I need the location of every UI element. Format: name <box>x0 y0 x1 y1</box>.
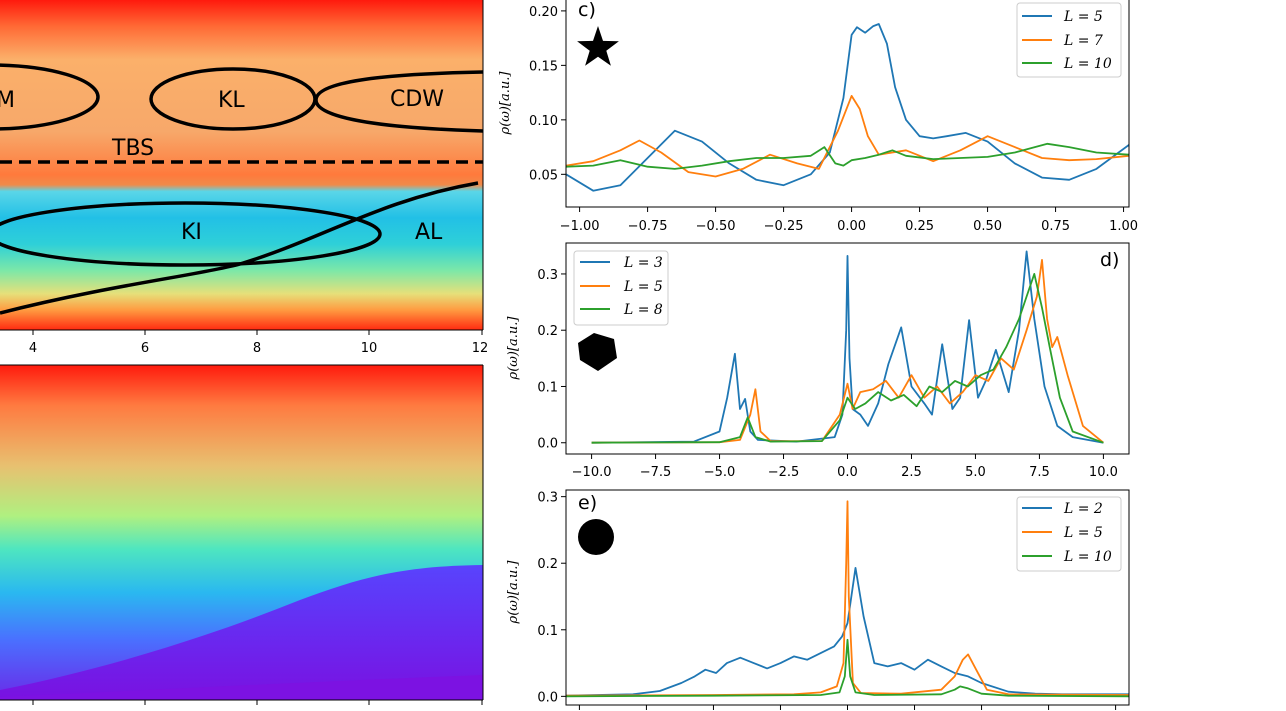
region-label: AL <box>415 220 443 245</box>
y-tick-label: 0.20 <box>529 5 558 20</box>
series-line <box>566 500 1129 697</box>
pentagon-marker-icon <box>578 333 617 371</box>
legend-box <box>1016 496 1122 572</box>
y-axis-label: ρ(ω)[a.u.] <box>506 316 521 381</box>
legend-entry: L = 5 <box>623 279 663 295</box>
series-line <box>566 95 1129 178</box>
axes-frame <box>565 0 1130 208</box>
y-axis-label: ρ(ω)[a.u.] <box>498 71 513 136</box>
y-tick-label: 0.3 <box>537 268 558 283</box>
region-label: TBS <box>111 136 154 161</box>
legend-entry: L = 10 <box>1063 56 1112 72</box>
x-tick-label: 0.75 <box>1041 219 1070 234</box>
legend-entry: L = 8 <box>623 302 663 318</box>
series-line <box>591 272 1104 444</box>
purple-region <box>0 565 483 700</box>
x-tick-label: 0.50 <box>973 219 1002 234</box>
legend-entry: L = 3 <box>623 255 663 271</box>
x-tick-label: 7.5 <box>1029 465 1050 480</box>
circle-marker-icon <box>578 519 614 555</box>
panel-label: d) <box>1100 249 1119 271</box>
y-tick-label: 0.1 <box>537 380 558 395</box>
legend-entry: L = 2 <box>1063 501 1103 517</box>
x-tick-label: −5.0 <box>704 465 736 480</box>
x-tick-label: −0.50 <box>696 219 736 234</box>
legend: L = 3 L = 5 L = 8 <box>573 250 669 326</box>
x-tick-label: 10 <box>361 341 378 356</box>
panel-label: e) <box>578 492 597 514</box>
series-line <box>566 23 1129 192</box>
legend: L = 5 L = 7 L = 10 <box>1016 2 1122 78</box>
x-tick-label: 5.0 <box>965 465 986 480</box>
series-line <box>566 638 1129 698</box>
x-tick-label: 8 <box>253 341 261 356</box>
x-tick-label: 10.0 <box>1089 465 1118 480</box>
gradient-map-axes <box>0 364 484 705</box>
y-tick-label: 0.2 <box>537 557 558 572</box>
x-tick-label: −7.5 <box>640 465 672 480</box>
region-label: CDW <box>390 87 444 112</box>
y-tick-label: 0.0 <box>537 437 558 452</box>
region-ki-boundary <box>0 201 382 267</box>
y-tick-label: 0.2 <box>537 324 558 339</box>
legend-entry: L = 5 <box>1063 525 1103 541</box>
x-tick-label: −2.5 <box>768 465 800 480</box>
panel-c: c) ρ(ω)[a.u.] L = 5 L = 7 L = 10 0.05 0.1… <box>498 0 1138 234</box>
violet-band <box>0 675 483 700</box>
panel-d: d) ρ(ω)[a.u.] L = 3 L = 5 L = 8 0.0 0.1 0.… <box>506 242 1130 480</box>
region-label: KI <box>181 220 202 245</box>
x-tick-label: −0.75 <box>628 219 668 234</box>
y-axis-label: ρ(ω)[a.u.] <box>506 560 521 625</box>
y-tick-label: 0.0 <box>537 690 558 705</box>
series-line <box>566 142 1129 170</box>
x-tick-label: 12 <box>472 341 489 356</box>
x-tick-label: 0.0 <box>837 465 858 480</box>
region-al-boundary <box>0 181 479 315</box>
x-tick-label: −1.00 <box>560 219 600 234</box>
phase-diagram-heatmap <box>0 0 483 330</box>
x-tick-label: 1.00 <box>1109 219 1138 234</box>
x-tick-label: 2.5 <box>901 465 922 480</box>
y-tick-label: 0.05 <box>529 168 558 183</box>
x-tick-label: 6 <box>141 341 149 356</box>
legend-box <box>1016 2 1122 78</box>
star-marker-icon <box>577 26 619 66</box>
legend: L = 2 L = 5 L = 10 <box>1016 496 1122 572</box>
panel-label: c) <box>578 0 596 21</box>
legend-entry: L = 5 <box>1063 9 1103 25</box>
legend-entry: L = 10 <box>1063 549 1112 565</box>
series-line <box>566 567 1129 697</box>
series-line <box>591 250 1104 444</box>
region-m-boundary <box>0 63 100 131</box>
region-cdw-boundary <box>314 70 483 133</box>
x-tick-label: −10.0 <box>572 465 612 480</box>
legend-entry: L = 7 <box>1063 33 1103 49</box>
y-tick-label: 0.3 <box>537 491 558 506</box>
phase-diagram-axes: 4 6 8 10 12 <box>0 0 488 356</box>
phase-diagram: M KL CDW TBS KI AL <box>0 0 483 330</box>
region-label: KL <box>218 88 245 113</box>
region-label: M <box>0 88 15 113</box>
y-tick-label: 0.15 <box>529 59 558 74</box>
series-line <box>591 258 1104 444</box>
x-tick-label: −0.25 <box>764 219 804 234</box>
legend-box <box>573 250 669 326</box>
y-tick-label: 0.10 <box>529 114 558 129</box>
gradient-map <box>0 365 483 700</box>
panel-e: e) ρ(ω)[a.u.] L = 2 L = 5 L = 10 0.0 0.1 0… <box>506 489 1130 710</box>
x-tick-label: 0.00 <box>837 219 866 234</box>
x-tick-label: 4 <box>29 341 37 356</box>
x-tick-label: 0.25 <box>905 219 934 234</box>
y-tick-label: 0.1 <box>537 624 558 639</box>
